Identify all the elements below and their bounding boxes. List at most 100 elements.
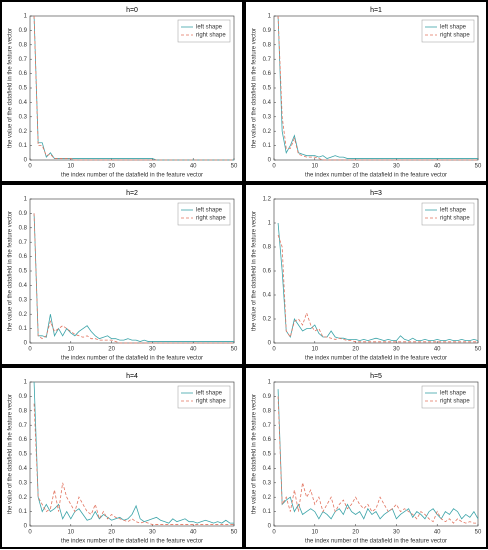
y-tick-label: 0.2	[19, 312, 28, 318]
x-tick-label: 20	[108, 530, 115, 536]
x-tick-label: 0	[272, 347, 276, 353]
y-tick-label: 0.8	[263, 408, 272, 414]
chart-title: h=3	[370, 190, 382, 197]
y-axis-label: the value of the datafield in the featur…	[252, 211, 258, 331]
y-tick-label: 0.1	[19, 326, 28, 332]
y-tick-label: 0.6	[263, 437, 272, 443]
legend-label: left shape	[440, 25, 467, 31]
y-tick-label: 0.3	[19, 480, 28, 486]
y-tick-label: 0.9	[263, 394, 272, 400]
y-tick-label: 0.4	[263, 466, 272, 472]
y-tick-label: 1	[268, 14, 272, 20]
y-tick-label: 0.2	[263, 129, 272, 135]
x-tick-label: 30	[393, 530, 400, 536]
chart-title: h=2	[126, 190, 138, 197]
y-tick-label: 0	[24, 341, 28, 347]
y-tick-label: 0.4	[19, 283, 28, 289]
chart-title: h=0	[126, 7, 138, 14]
x-axis-label: the index number of the datafield in the…	[305, 173, 447, 179]
x-tick-label: 50	[475, 347, 482, 353]
x-axis-label: the index number of the datafield in the…	[61, 356, 203, 362]
y-tick-label: 0.4	[19, 100, 28, 106]
y-tick-label: 0.5	[263, 452, 272, 458]
y-tick-label: 0.5	[19, 452, 28, 458]
legend-label: left shape	[196, 391, 223, 397]
series-line	[277, 222, 479, 342]
y-tick-label: 0.6	[263, 269, 272, 275]
y-tick-label: 0	[268, 524, 272, 530]
x-tick-label: 10	[67, 530, 74, 536]
y-tick-label: 0.4	[263, 293, 272, 299]
x-tick-label: 40	[434, 164, 441, 170]
x-tick-label: 0	[28, 530, 32, 536]
series-line	[277, 234, 478, 343]
legend-label: left shape	[440, 391, 467, 397]
y-tick-label: 0.5	[19, 269, 28, 275]
x-tick-label: 20	[352, 530, 359, 536]
y-tick-label: 0.6	[19, 71, 28, 77]
y-tick-label: 1	[268, 380, 272, 386]
x-tick-label: 10	[311, 530, 318, 536]
x-axis-label: the index number of the datafield in the…	[61, 173, 203, 179]
y-tick-label: 0.8	[263, 42, 272, 48]
legend-box	[177, 19, 231, 43]
legend-box	[421, 385, 475, 409]
y-tick-label: 0.1	[263, 143, 272, 149]
x-tick-label: 10	[67, 347, 74, 353]
chart-title: h=4	[126, 373, 138, 380]
x-tick-label: 50	[231, 164, 238, 170]
y-tick-label: 0.8	[19, 225, 28, 231]
y-tick-label: 0.6	[19, 437, 28, 443]
x-tick-label: 50	[475, 164, 482, 170]
x-tick-label: 0	[272, 164, 276, 170]
y-tick-label: 0.1	[19, 143, 28, 149]
y-tick-label: 0	[268, 341, 272, 347]
legend-label: left shape	[196, 25, 223, 31]
series-line	[277, 15, 478, 160]
y-axis-label: the value of the datafield in the featur…	[8, 28, 14, 148]
y-tick-label: 0.7	[263, 423, 272, 429]
y-tick-label: 0.3	[263, 114, 272, 120]
x-axis-label: the index number of the datafield in the…	[61, 539, 203, 545]
series-line	[277, 396, 478, 524]
x-tick-label: 50	[231, 347, 238, 353]
y-tick-label: 0.3	[19, 297, 28, 303]
series-line	[277, 389, 479, 520]
y-tick-label: 0.4	[263, 100, 272, 106]
legend-box	[421, 202, 475, 226]
y-tick-label: 0.5	[19, 86, 28, 92]
x-tick-label: 10	[311, 164, 318, 170]
legend-box	[421, 19, 475, 43]
x-tick-label: 20	[352, 164, 359, 170]
x-tick-label: 20	[352, 347, 359, 353]
x-tick-label: 30	[149, 347, 156, 353]
y-tick-label: 0.7	[19, 240, 28, 246]
y-tick-label: 0.9	[263, 28, 272, 34]
y-tick-label: 0.6	[19, 254, 28, 260]
x-tick-label: 0	[28, 347, 32, 353]
y-tick-label: 0.3	[263, 480, 272, 486]
legend-label: right shape	[196, 216, 226, 222]
x-tick-label: 40	[190, 530, 197, 536]
y-tick-label: 0.5	[263, 86, 272, 92]
y-axis-label: the value of the datafield in the featur…	[252, 28, 258, 148]
x-tick-label: 20	[108, 347, 115, 353]
y-tick-label: 0.2	[19, 129, 28, 135]
legend-label: right shape	[196, 399, 226, 405]
legend-label: right shape	[440, 216, 470, 222]
y-tick-label: 0.3	[19, 114, 28, 120]
x-tick-label: 40	[190, 164, 197, 170]
x-tick-label: 50	[475, 530, 482, 536]
legend-label: right shape	[440, 399, 470, 405]
y-tick-label: 0.2	[19, 495, 28, 501]
legend-label: left shape	[196, 208, 223, 214]
y-tick-label: 0.7	[263, 57, 272, 63]
y-tick-label: 1	[24, 380, 28, 386]
y-tick-label: 0.7	[19, 57, 28, 63]
y-tick-label: 0.8	[19, 42, 28, 48]
y-tick-label: 0.2	[263, 495, 272, 501]
x-tick-label: 30	[393, 164, 400, 170]
y-tick-label: 1	[24, 197, 28, 203]
y-axis-label: the value of the datafield in the featur…	[252, 394, 258, 514]
